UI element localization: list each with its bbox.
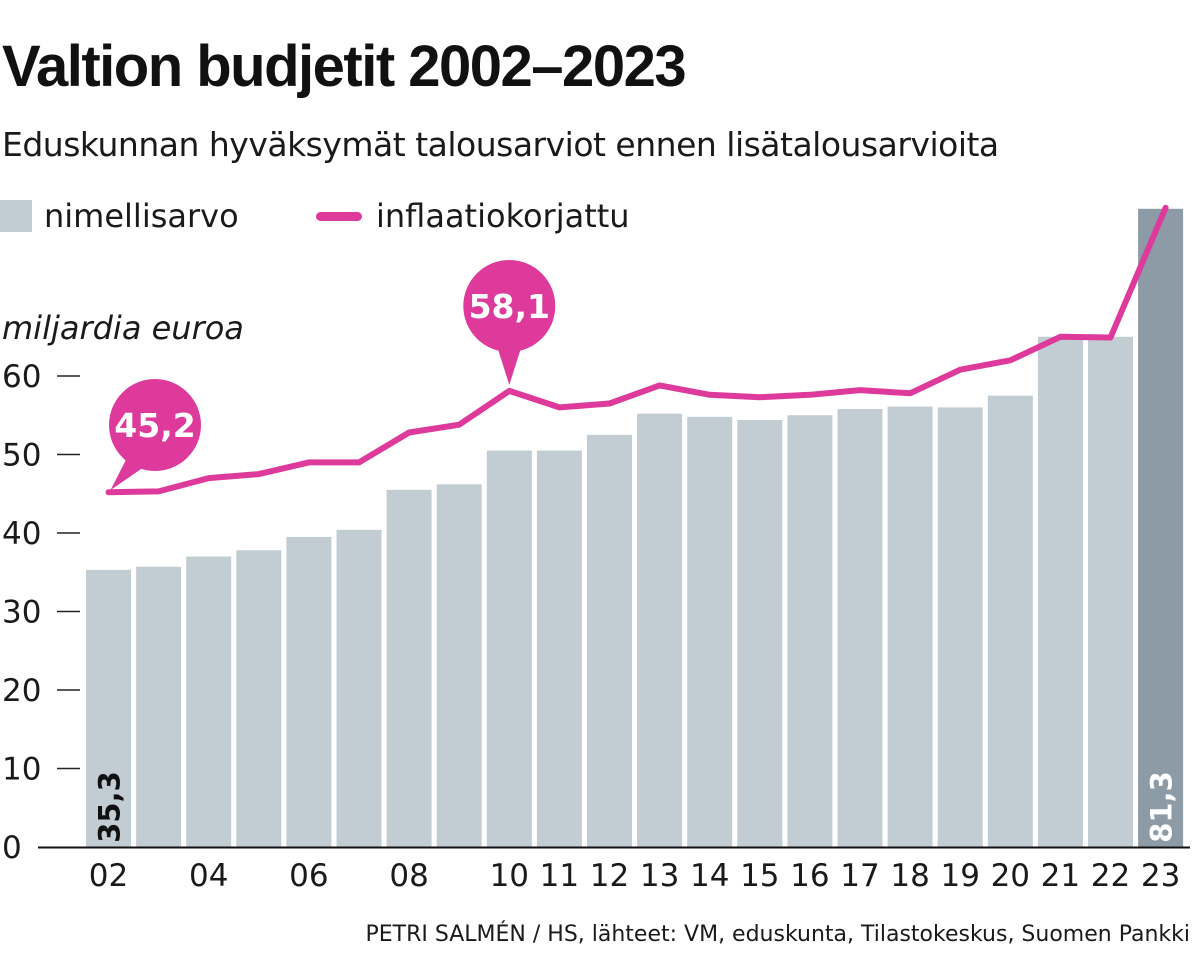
bar: [1138, 208, 1184, 848]
bar-value-label: 81,3: [1145, 771, 1179, 843]
x-tick-label: 13: [640, 858, 679, 894]
bar: [687, 416, 733, 847]
callout-bubble: [109, 379, 201, 471]
y-tick-label: 50: [2, 438, 41, 474]
x-tick-label: 15: [740, 858, 779, 894]
bar: [286, 536, 332, 847]
x-tick-label: 08: [389, 858, 428, 894]
bar: [587, 434, 632, 847]
bar: [536, 450, 582, 847]
bar: [887, 406, 933, 847]
x-tick-label: 22: [1091, 858, 1130, 894]
bar-value-label: 35,3: [93, 771, 127, 843]
bar: [86, 569, 131, 847]
series-line-inflaatiokorjattu: [105, 204, 1169, 496]
y-tick-label: 0: [2, 830, 22, 866]
x-tick-label: 14: [690, 858, 729, 894]
x-tick-label: 10: [490, 858, 529, 894]
callout-bubble: [463, 260, 556, 352]
x-tick-label: 02: [89, 858, 128, 894]
x-tick-label: 06: [289, 858, 328, 894]
callout-label: 45,2: [114, 406, 195, 445]
y-tick-label: 20: [2, 673, 41, 709]
bar: [336, 529, 382, 847]
legend-line-real: [316, 212, 362, 221]
x-tick-label: 20: [991, 858, 1030, 894]
bar: [236, 550, 282, 847]
bar: [1037, 336, 1083, 847]
callout-label: 58,1: [469, 287, 550, 326]
y-tick-label: 40: [2, 516, 41, 552]
x-tick-label: 19: [940, 858, 979, 894]
y-tick-label: 10: [2, 752, 41, 788]
bar: [737, 419, 783, 847]
x-tick-label: 17: [840, 858, 879, 894]
bar: [987, 395, 1033, 847]
bar: [136, 566, 182, 847]
bar: [436, 484, 482, 847]
bar: [1088, 336, 1133, 847]
legend-label-nominal: nimellisarvo: [44, 197, 239, 235]
bar: [637, 413, 683, 847]
chart-title: Valtion budjetit 2002–2023: [2, 34, 687, 99]
bar: [486, 450, 532, 847]
legend-label-real: inflaatiokorjattu: [376, 197, 630, 235]
x-tick-label: 18: [890, 858, 929, 894]
bar: [787, 415, 833, 847]
bar: [937, 407, 983, 847]
source-credit: PETRI SALMÉN / HS, lähteet: VM, eduskunt…: [365, 922, 1190, 947]
x-tick-label: 16: [790, 858, 829, 894]
x-tick-label: 11: [540, 858, 579, 894]
y-tick-label: 60: [2, 359, 41, 395]
bar: [386, 489, 432, 847]
bar: [186, 556, 232, 847]
callout-pointer: [496, 344, 523, 385]
legend-swatch-nominal: [0, 200, 32, 232]
x-tick-label: 12: [590, 858, 629, 894]
y-tick-label: 30: [2, 595, 41, 631]
y-axis-unit-label: miljardia euroa: [2, 309, 244, 347]
x-tick-label: 21: [1041, 858, 1080, 894]
chart-subtitle: Eduskunnan hyväksymät talousarviot ennen…: [2, 125, 999, 164]
bar: [837, 408, 883, 847]
x-tick-label: 04: [189, 858, 228, 894]
x-tick-label: 23: [1141, 858, 1180, 894]
